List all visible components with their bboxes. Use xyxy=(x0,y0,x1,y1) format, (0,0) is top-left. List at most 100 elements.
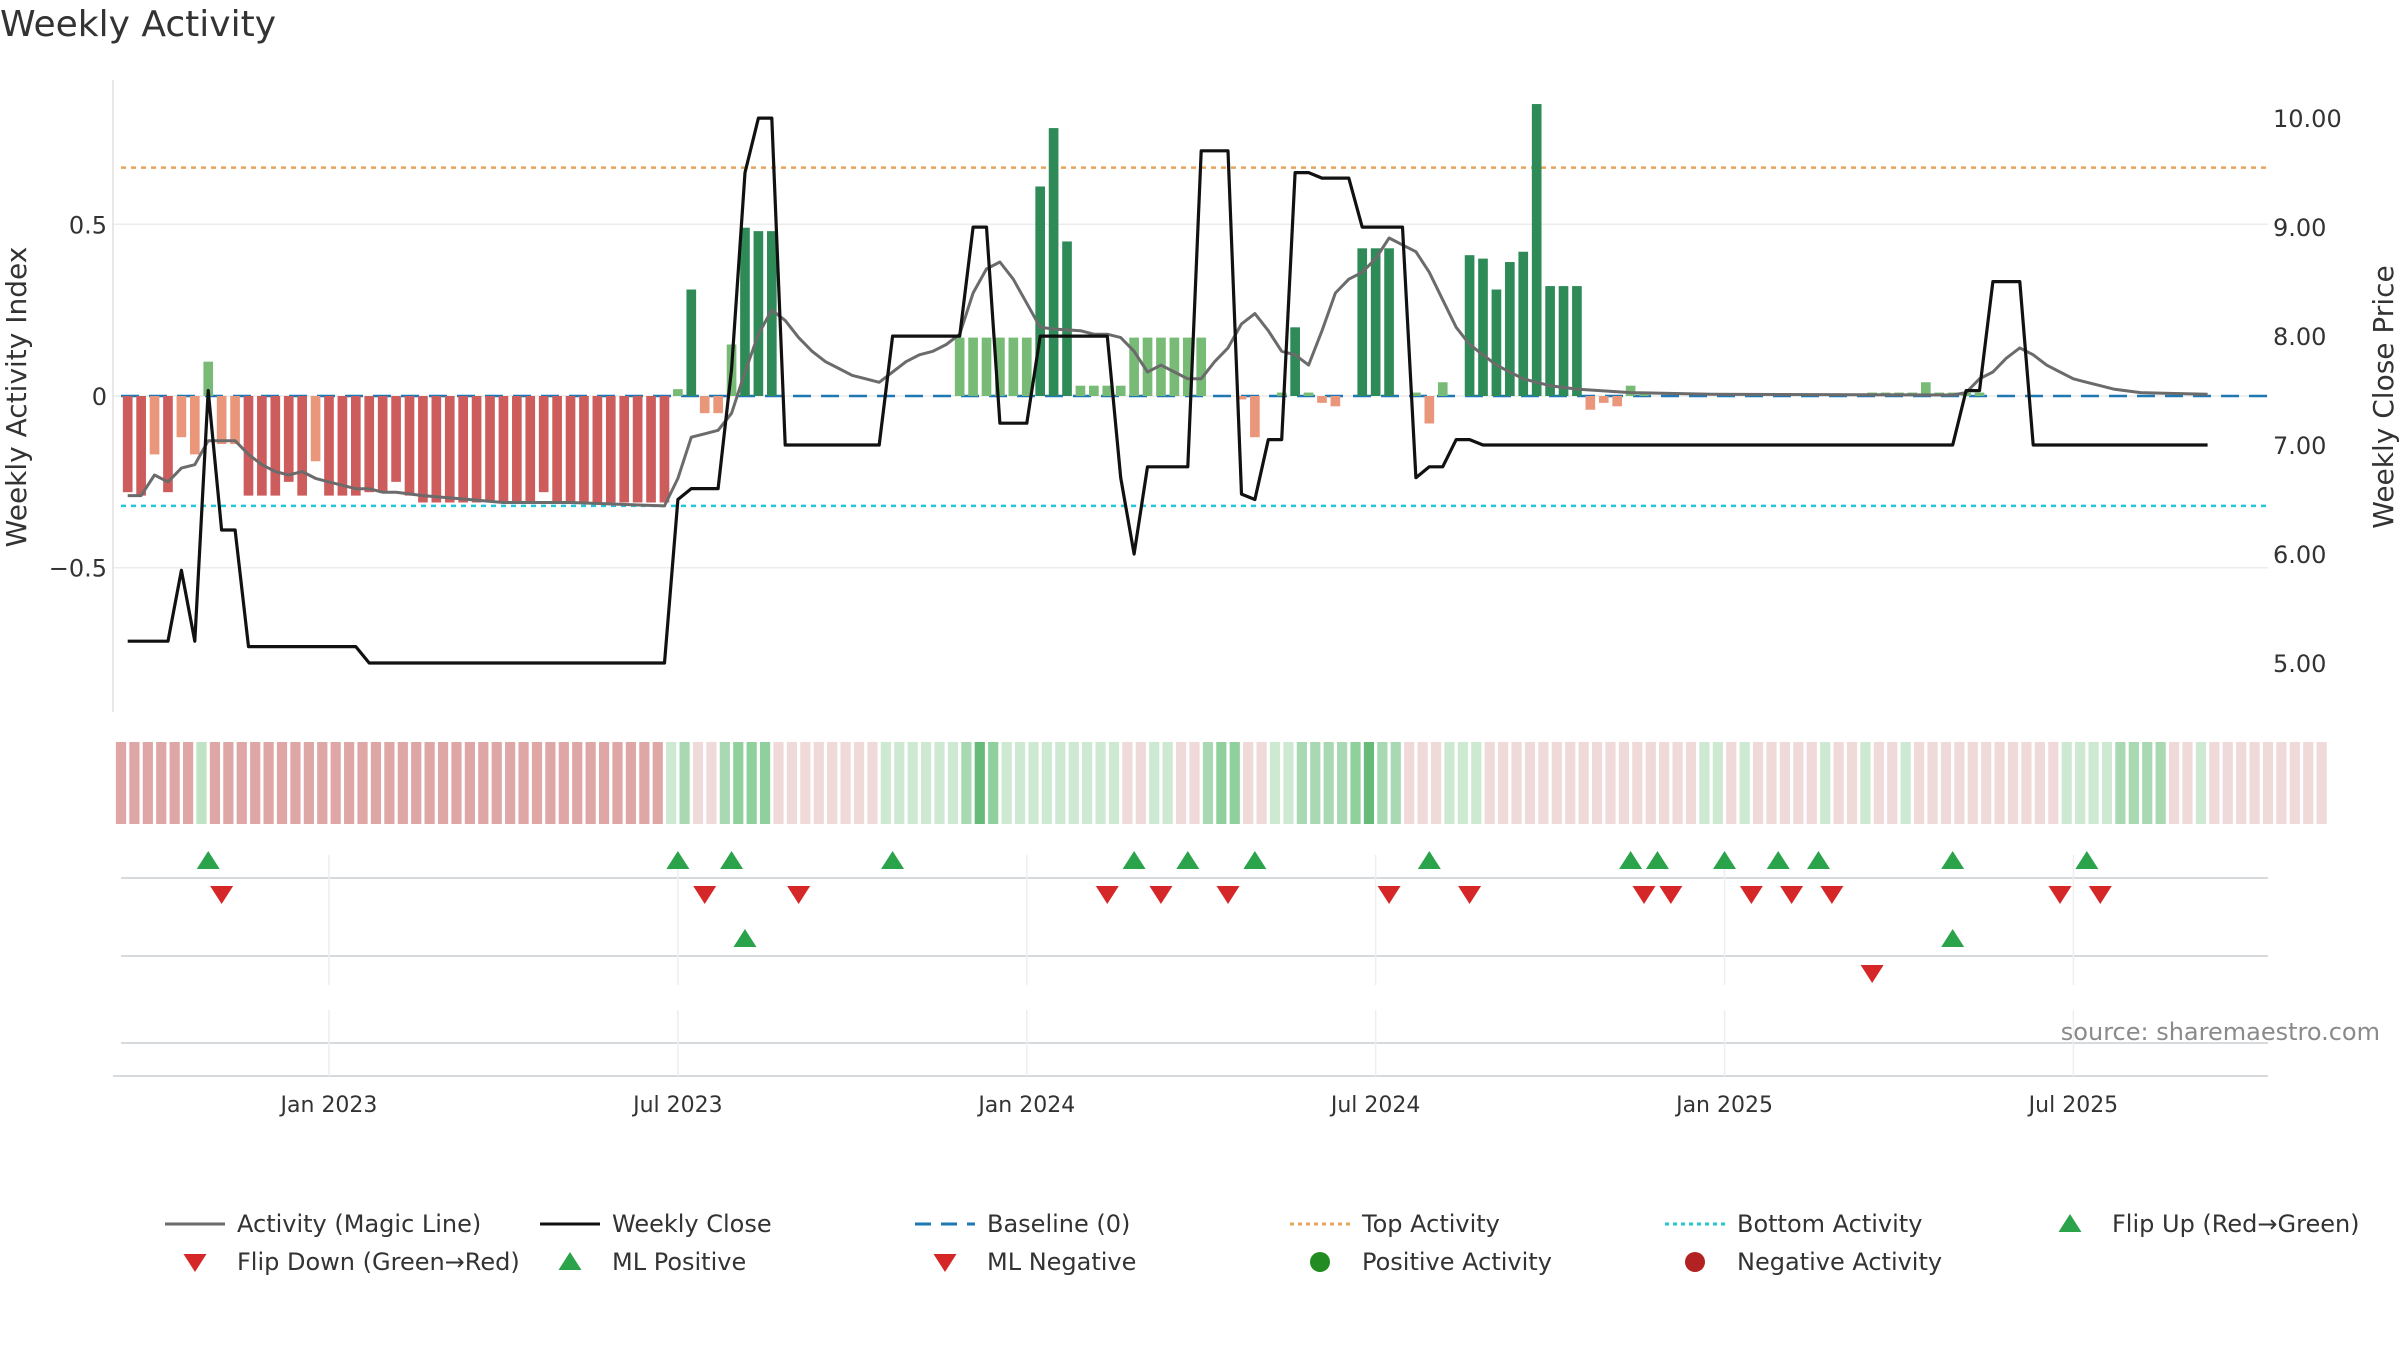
activity-bar xyxy=(968,337,978,396)
strip-cell xyxy=(1323,742,1334,824)
strip-cell xyxy=(2316,742,2327,824)
legend: Activity (Magic Line) Weekly Close Baselin… xyxy=(165,1210,2360,1276)
strip-cell xyxy=(1363,742,1375,824)
legend-item: Negative Activity xyxy=(1685,1248,1942,1276)
activity-bar xyxy=(176,396,187,438)
strip-cell xyxy=(1846,742,1858,824)
strip-cell xyxy=(585,742,596,824)
strip-cell xyxy=(773,742,784,824)
right-tick-label: 7.00 xyxy=(2273,432,2326,460)
strip-cell xyxy=(115,742,127,824)
strip-cell xyxy=(209,742,221,824)
legend-item: Bottom Activity xyxy=(1665,1210,1922,1238)
strip-cell xyxy=(2168,742,2180,824)
activity-bar xyxy=(270,396,281,496)
x-axis: Jan 2023 Jul 2023 Jan 2024 Jul 2024 Jan 2025… xyxy=(279,1093,2119,1118)
source-credit: source: sharemaestro.com xyxy=(2061,1018,2380,1046)
activity-bar xyxy=(1129,337,1139,396)
flip-down-marker xyxy=(1739,886,1763,904)
ml-positive-marker xyxy=(733,929,757,947)
activity-bar xyxy=(1585,396,1596,410)
strip-cell xyxy=(276,742,288,824)
strip-cell xyxy=(424,742,435,824)
strip-cell xyxy=(880,742,891,824)
strip-cell xyxy=(545,742,556,824)
strip-cell xyxy=(1457,742,1468,824)
strip-cell xyxy=(1779,742,1791,824)
activity-bar xyxy=(283,396,294,482)
strip-cell xyxy=(478,742,489,824)
activity-bar xyxy=(350,396,361,496)
strip-cell xyxy=(2021,742,2032,824)
strip-cell xyxy=(1055,742,1066,824)
flip-down-marker xyxy=(1458,886,1482,904)
activity-bar xyxy=(216,396,227,445)
activity-bar xyxy=(1317,396,1327,403)
strip-cell xyxy=(518,742,529,824)
strip-cell xyxy=(1659,742,1670,824)
strip-cell xyxy=(813,742,824,824)
strip-cell xyxy=(1350,742,1361,824)
flip-up-marker xyxy=(666,851,690,869)
activity-bar xyxy=(203,361,214,396)
strip-cell xyxy=(344,742,355,824)
strip-cell xyxy=(800,742,811,824)
strip-cell xyxy=(1887,742,1898,824)
strip-cell xyxy=(639,742,650,824)
activity-bar xyxy=(136,396,146,496)
strip-cell xyxy=(236,742,247,824)
flip-up-marker xyxy=(1122,851,1146,869)
legend-swatch xyxy=(558,1252,582,1270)
strip-cell xyxy=(357,742,368,824)
activity-bar xyxy=(1505,262,1515,396)
strip-cell xyxy=(2101,742,2113,824)
strip-cell xyxy=(1726,742,1737,824)
x-tick-label: Jan 2023 xyxy=(279,1093,378,1118)
series-lines xyxy=(127,116,2208,665)
flip-down-marker xyxy=(1632,886,1656,904)
activity-bar xyxy=(1464,255,1475,396)
strip-cell xyxy=(1632,742,1643,824)
strip-cell xyxy=(1014,742,1026,824)
activity-bar xyxy=(646,396,656,503)
strip-cell xyxy=(1337,742,1348,824)
activity-bar xyxy=(1021,337,1032,396)
activity-bar xyxy=(1035,186,1046,396)
activity-bar xyxy=(189,396,200,455)
strip-cell xyxy=(652,742,663,824)
strip-cell xyxy=(491,742,502,824)
strip-cell xyxy=(692,742,704,824)
right-tick-label: 9.00 xyxy=(2273,214,2326,242)
strip-cell xyxy=(1927,742,1938,824)
activity-bar xyxy=(1558,286,1569,396)
strip-cell xyxy=(666,742,677,824)
legend-label: Positive Activity xyxy=(1362,1248,1552,1276)
activity-bar xyxy=(673,389,683,396)
activity-bar xyxy=(498,396,509,503)
x-tick-label: Jul 2025 xyxy=(2027,1093,2119,1118)
strip-cell xyxy=(437,742,449,824)
strip-cell xyxy=(1806,742,1817,824)
activity-bar xyxy=(297,396,307,496)
strip-cell xyxy=(867,742,878,824)
strip-cell xyxy=(370,742,382,824)
strip-cell xyxy=(2289,742,2300,824)
strip-cell xyxy=(853,742,865,824)
left-tick-label: 0 xyxy=(92,383,107,411)
strip-cell xyxy=(1591,742,1603,824)
legend-label: Top Activity xyxy=(1361,1210,1500,1238)
left-tick-label: −0.5 xyxy=(49,555,107,583)
left-axis-label: Weekly Activity Index xyxy=(0,247,33,548)
activity-bar xyxy=(444,396,455,503)
flip-down-marker xyxy=(2048,886,2072,904)
activity-bar xyxy=(1142,337,1153,396)
strip-cell xyxy=(1672,742,1683,824)
strip-cell xyxy=(840,742,851,824)
activity-bar xyxy=(659,396,670,503)
activity-bar xyxy=(458,396,469,503)
legend-swatch xyxy=(1685,1252,1705,1272)
strip-cell xyxy=(1578,742,1589,824)
strip-cell xyxy=(1404,742,1415,824)
activity-bar xyxy=(1545,286,1555,396)
legend-label: Flip Up (Red→Green) xyxy=(2112,1210,2360,1238)
